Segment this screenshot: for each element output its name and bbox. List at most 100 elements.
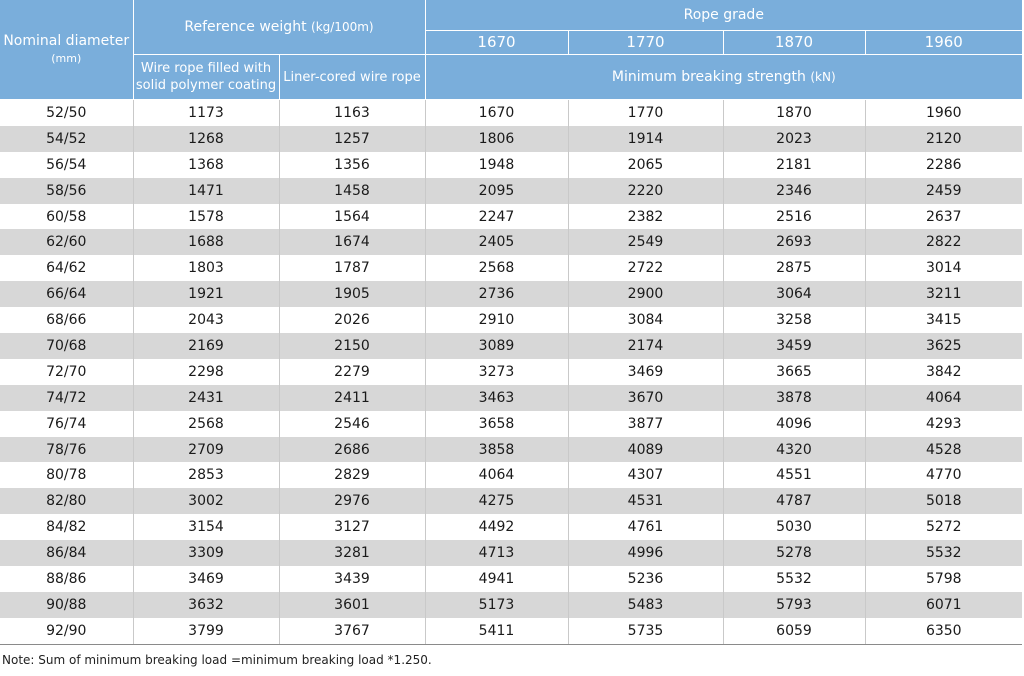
grade-1870-cell: 4787 bbox=[723, 488, 866, 515]
nominal-diameter-cell: 92/90 bbox=[0, 617, 134, 645]
grade-1870-cell: 6059 bbox=[723, 617, 866, 645]
liner-cored-weight-cell: 3601 bbox=[279, 591, 426, 618]
table-row: 74/72 2431 2411 3463 3670 3878 4064 bbox=[0, 384, 1023, 411]
reference-weight-header: Reference weight (kg/100m) bbox=[133, 0, 426, 55]
table-row: 86/84 3309 3281 4713 4996 5278 5532 bbox=[0, 540, 1023, 567]
grade-1960-cell: 5532 bbox=[865, 540, 1023, 567]
nominal-diameter-cell: 54/52 bbox=[0, 125, 134, 152]
grade-1770-cell: 4761 bbox=[568, 514, 724, 541]
filled-rope-weight-cell: 3799 bbox=[133, 617, 280, 645]
filled-rope-weight-cell: 2431 bbox=[133, 384, 280, 411]
filled-rope-weight-cell: 1578 bbox=[133, 203, 280, 230]
filled-rope-weight-cell: 1368 bbox=[133, 151, 280, 178]
grade-1770-cell: 1914 bbox=[568, 125, 724, 152]
grade-1670-cell: 4064 bbox=[425, 462, 569, 489]
grade-1960-cell: 2637 bbox=[925, 208, 962, 225]
table-body: 52/50 1173 1163 1670 1770 1870 1960 54/52 1268 12… bbox=[0, 99, 1023, 645]
grade-1960-cell: 3842 bbox=[925, 363, 962, 380]
grade-1770-cell: 1770 bbox=[568, 99, 724, 126]
nominal-diameter-cell: 68/66 bbox=[0, 307, 134, 334]
grade-1770-cell: 2382 bbox=[568, 203, 724, 230]
grade-1960-cell: 6350 bbox=[865, 617, 1023, 645]
grade-1960-cell: 4064 bbox=[865, 384, 1023, 411]
grade-1870-cell: 3878 bbox=[723, 384, 866, 411]
liner-cored-weight-cell: 1163 bbox=[279, 99, 426, 126]
liner-cored-weight-cell: 1356 bbox=[279, 151, 426, 178]
grade-1770-header: 1770 bbox=[568, 30, 724, 55]
grade-1870-cell: 2875 bbox=[723, 255, 866, 282]
grade-1870-cell: 5030 bbox=[723, 514, 866, 541]
table-header: Nominal diameter (mm) Reference weight (… bbox=[0, 0, 1023, 100]
nominal-diameter-cell: 80/78 bbox=[0, 462, 134, 489]
grade-1670-cell: 1948 bbox=[425, 151, 569, 178]
grade-1870-cell: 3459 bbox=[723, 333, 866, 359]
grade-1670-header: 1670 bbox=[425, 30, 569, 55]
nominal-diameter-cell: 64/62 bbox=[0, 255, 134, 282]
filled-rope-line2: solid polymer coating bbox=[135, 78, 277, 93]
liner-cored-weight-cell: 2279 bbox=[279, 358, 426, 385]
nominal-diameter-cell: 88/86 bbox=[0, 566, 134, 592]
min-breaking-header: Minimum breaking strength (kN) bbox=[425, 54, 1023, 100]
grade-1670-cell: 2095 bbox=[425, 177, 569, 204]
grade-1770-cell: 4531 bbox=[568, 488, 724, 515]
grade-1960-cell: 2286 bbox=[925, 156, 962, 173]
grade-1960-cell: 2822 bbox=[865, 229, 1023, 256]
filled-rope-weight-cell: 3309 bbox=[133, 540, 280, 567]
min-breaking-unit: (kN) bbox=[810, 69, 836, 84]
grade-1960-cell: 5272 bbox=[925, 519, 962, 536]
nominal-diameter-cell: 56/54 bbox=[0, 151, 134, 178]
grade-1670-cell: 4713 bbox=[425, 540, 569, 567]
table-row: 78/76 2709 2686 3858 4089 4320 4528 bbox=[0, 436, 1023, 463]
grade-1960-cell: 4770 bbox=[925, 467, 962, 484]
liner-cored-weight-cell: 3439 bbox=[279, 566, 426, 592]
grade-1770-cell: 4089 bbox=[568, 436, 724, 463]
grade-1670-cell: 2736 bbox=[425, 281, 569, 308]
grade-1770-cell: 2549 bbox=[568, 229, 724, 256]
liner-cored-weight-cell: 3767 bbox=[279, 617, 426, 645]
grade-1670-cell: 4492 bbox=[425, 514, 569, 541]
filled-rope-weight-cell: 3154 bbox=[133, 514, 280, 541]
nominal-diameter-cell: 90/88 bbox=[0, 591, 134, 618]
grade-1770-cell: 2174 bbox=[568, 333, 724, 359]
grade-1670-cell: 1806 bbox=[425, 125, 569, 152]
grade-1770-cell: 3877 bbox=[568, 410, 724, 437]
table-row: 68/66 2043 2026 2910 3084 3258 3415 bbox=[0, 307, 1022, 334]
grade-1870-cell: 4551 bbox=[723, 462, 866, 489]
grade-1960-cell: 2120 bbox=[865, 125, 1023, 152]
grade-1870-cell: 2023 bbox=[723, 125, 866, 152]
grade-1770-cell: 3469 bbox=[568, 358, 724, 385]
nominal-diameter-cell: 52/50 bbox=[0, 99, 134, 126]
grade-1960-cell: 3014 bbox=[925, 260, 962, 277]
liner-cored-weight-cell: 1257 bbox=[279, 125, 426, 152]
grade-1670-cell: 2247 bbox=[425, 203, 569, 230]
nominal-diameter-cell: 60/58 bbox=[0, 203, 134, 230]
reference-weight-unit: (kg/100m) bbox=[311, 19, 374, 34]
liner-cored-weight-cell: 2026 bbox=[279, 307, 426, 334]
table-row: 88/86 3469 3439 4941 5236 5532 5798 bbox=[0, 566, 1022, 592]
filled-rope-weight-cell: 2853 bbox=[133, 462, 280, 489]
filled-rope-weight-cell: 2169 bbox=[133, 333, 280, 359]
rope-grade-header: Rope grade bbox=[425, 0, 1023, 31]
grade-1870-cell: 3064 bbox=[723, 281, 866, 308]
grade-1870-cell: 2516 bbox=[723, 203, 866, 230]
nominal-diameter-cell: 58/56 bbox=[0, 177, 134, 204]
grade-1770-cell: 5735 bbox=[568, 617, 724, 645]
table-row: 56/54 1368 1356 1948 2065 2181 2286 bbox=[0, 151, 1022, 178]
grade-1770-cell: 5236 bbox=[568, 566, 724, 592]
table-row: 92/90 3799 3767 5411 5735 6059 6350 bbox=[0, 617, 1023, 645]
grade-1670-cell: 2405 bbox=[425, 229, 569, 256]
grade-1770-cell: 2900 bbox=[568, 281, 724, 308]
liner-cored-weight-cell: 3281 bbox=[279, 540, 426, 567]
filled-rope-weight-cell: 3002 bbox=[133, 488, 280, 515]
grade-1870-header: 1870 bbox=[723, 30, 866, 55]
filled-rope-weight-cell: 2043 bbox=[133, 307, 280, 334]
grade-1670-cell: 3089 bbox=[425, 333, 569, 359]
grade-1870-cell: 5532 bbox=[723, 566, 866, 592]
liner-cored-weight-cell: 2546 bbox=[279, 410, 426, 437]
filled-rope-weight-cell: 1268 bbox=[133, 125, 280, 152]
table-row: 72/70 2298 2279 3273 3469 3665 3842 bbox=[0, 358, 1022, 385]
grade-1770-cell: 2220 bbox=[568, 177, 724, 204]
liner-cored-weight-cell: 3127 bbox=[279, 514, 426, 541]
table-row: 90/88 3632 3601 5173 5483 5793 6071 bbox=[0, 591, 1023, 618]
grade-1870-cell: 2346 bbox=[723, 177, 866, 204]
